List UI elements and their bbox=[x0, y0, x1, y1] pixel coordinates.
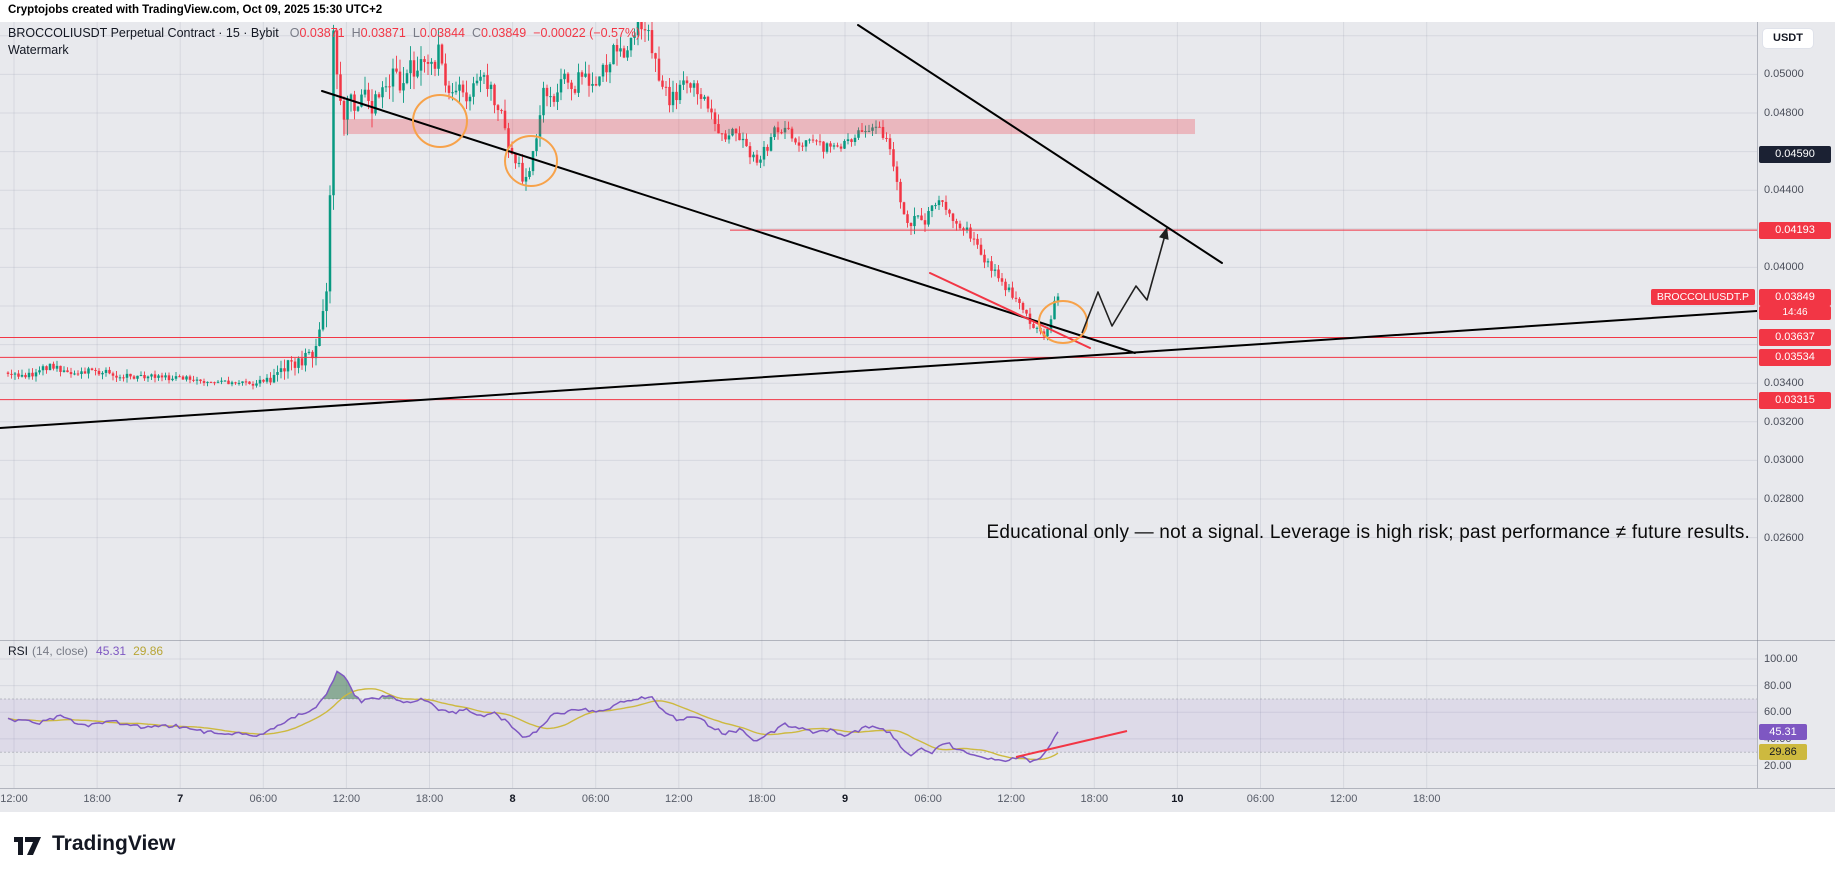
highlight-circle bbox=[504, 135, 558, 187]
projection-zigzag bbox=[1081, 227, 1168, 334]
resistance-zone bbox=[343, 118, 1195, 135]
projection-arrowhead bbox=[1159, 227, 1169, 240]
candlesticks[interactable] bbox=[6, 13, 1060, 390]
rsi-line bbox=[7, 670, 1059, 764]
tradingview-logo-text: TradingView bbox=[52, 832, 176, 855]
highlight-circle bbox=[1038, 300, 1088, 344]
trendline bbox=[321, 90, 1136, 354]
chart-background bbox=[0, 22, 1835, 812]
tradingview-logo-mark bbox=[14, 837, 41, 855]
attribution-text: Cryptojobs created with TradingView.com,… bbox=[8, 4, 383, 16]
rsi-overbought-fill bbox=[323, 671, 358, 699]
attribution-bar: Cryptojobs created with TradingView.com,… bbox=[0, 0, 1835, 22]
rsi-plot[interactable] bbox=[0, 670, 1757, 764]
grid-lines bbox=[0, 22, 1757, 788]
trendline bbox=[929, 272, 1091, 349]
rsi-trendline bbox=[1015, 730, 1128, 758]
trendline bbox=[0, 310, 1757, 429]
footer: TradingView bbox=[0, 812, 1835, 875]
highlight-circle bbox=[412, 94, 468, 148]
trendline bbox=[857, 24, 1223, 264]
tradingview-logo[interactable]: TradingView bbox=[14, 832, 175, 856]
price-drawings[interactable] bbox=[0, 24, 1757, 429]
